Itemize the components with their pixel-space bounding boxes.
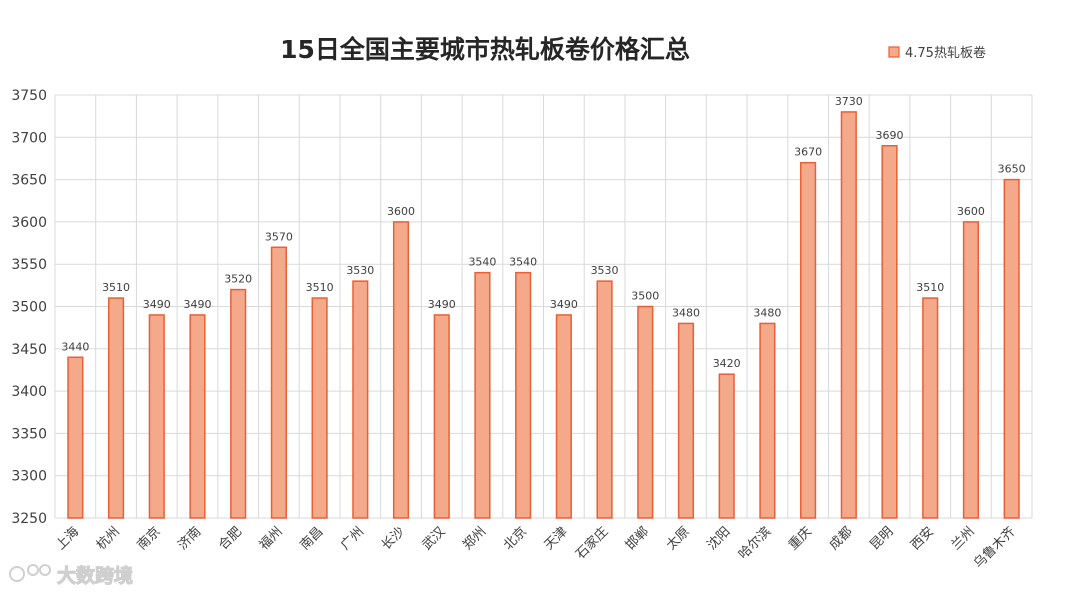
x-tick-label: 哈尔滨 xyxy=(735,524,774,563)
y-tick-label: 3300 xyxy=(11,469,47,485)
bar xyxy=(230,288,247,519)
bar xyxy=(840,111,857,519)
data-label: 3530 xyxy=(346,264,374,277)
data-label: 3440 xyxy=(61,340,89,353)
bar xyxy=(433,314,450,519)
x-tick-label: 合肥 xyxy=(216,524,245,553)
bar xyxy=(1003,178,1020,519)
x-tick-label: 邯郸 xyxy=(623,524,652,553)
x-tick-label: 南京 xyxy=(134,524,164,554)
bar xyxy=(677,322,695,519)
legend-swatch xyxy=(888,46,900,58)
bar xyxy=(352,280,369,519)
y-tick-label: 3400 xyxy=(11,384,47,400)
bar xyxy=(800,161,817,519)
gridlines xyxy=(54,94,1033,519)
data-label: 3510 xyxy=(306,281,334,294)
data-label: 3490 xyxy=(143,298,171,311)
bar xyxy=(637,305,654,519)
data-label: 3530 xyxy=(591,264,619,277)
bar xyxy=(759,322,776,519)
y-tick-label: 3350 xyxy=(11,426,47,442)
bar xyxy=(922,297,939,519)
x-tick-label: 昆明 xyxy=(867,524,896,553)
bar xyxy=(148,314,165,519)
x-tick-label: 上海 xyxy=(53,524,82,553)
bar xyxy=(474,271,491,519)
x-axis: 上海 杭州 南京 济南 合肥 福州 南昌 广州 长沙 武汉 郑州 北京 天津 石家庄 邯郸 太原 沈阳 哈尔滨 重庆… xyxy=(53,524,1018,572)
data-label: 3520 xyxy=(224,273,252,286)
legend: 4.75热轧板卷 xyxy=(888,45,986,61)
watermark-logo-icon xyxy=(9,564,51,582)
watermark: 大数跨境 xyxy=(9,564,134,588)
data-label: 3480 xyxy=(753,306,781,319)
x-tick-label: 乌鲁木齐 xyxy=(970,524,1018,572)
bar xyxy=(67,356,84,519)
x-tick-label: 西安 xyxy=(908,524,937,553)
data-label: 3540 xyxy=(509,256,537,269)
y-tick-label: 3750 xyxy=(11,88,47,104)
watermark-text: 大数跨境 xyxy=(57,564,133,587)
x-tick-label: 成都 xyxy=(827,524,856,553)
x-tick-label: 广州 xyxy=(338,524,367,553)
data-label: 3510 xyxy=(916,281,944,294)
x-tick-label: 北京 xyxy=(501,524,530,553)
y-tick-label: 3650 xyxy=(11,173,47,189)
data-label: 3600 xyxy=(387,205,415,218)
x-tick-label: 福州 xyxy=(257,524,286,553)
data-labels: 3440 3510 3490 3490 3520 3570 3510 3530 3600 3490… xyxy=(61,95,1025,370)
data-label: 3730 xyxy=(835,95,863,108)
bar xyxy=(107,297,125,519)
x-tick-label: 杭州 xyxy=(94,524,123,553)
data-label: 3600 xyxy=(957,205,985,218)
bar xyxy=(392,221,410,519)
x-tick-label: 天津 xyxy=(542,524,571,553)
bar xyxy=(962,221,980,519)
x-tick-label: 南昌 xyxy=(297,524,327,554)
x-tick-label: 重庆 xyxy=(785,524,815,554)
bar xyxy=(311,297,328,519)
data-label: 3490 xyxy=(550,298,578,311)
x-tick-label: 武汉 xyxy=(420,524,449,553)
y-tick-label: 3550 xyxy=(11,257,47,273)
y-tick-label: 3450 xyxy=(11,342,47,358)
y-axis: 3250 3300 3350 3400 3450 3500 3550 3600 3650 3700… xyxy=(11,88,47,527)
data-label: 3420 xyxy=(713,357,741,370)
y-tick-label: 3250 xyxy=(11,511,47,527)
x-tick-label: 沈阳 xyxy=(705,524,734,553)
data-label: 3540 xyxy=(468,256,496,269)
y-tick-label: 3700 xyxy=(11,130,47,146)
data-label: 3690 xyxy=(876,129,904,142)
x-tick-label: 石家庄 xyxy=(572,524,611,563)
bar xyxy=(555,314,572,519)
data-label: 3490 xyxy=(183,298,211,311)
bar xyxy=(515,271,532,519)
x-tick-label: 兰州 xyxy=(949,524,978,553)
x-tick-label: 郑州 xyxy=(460,524,489,553)
chart-title: 15日全国主要城市热轧板卷价格汇总 xyxy=(280,35,690,64)
bar xyxy=(189,314,206,519)
data-label: 3510 xyxy=(102,281,130,294)
bars xyxy=(67,111,1020,519)
data-label: 3500 xyxy=(631,290,659,303)
data-label: 3670 xyxy=(794,146,822,159)
data-label: 3490 xyxy=(428,298,456,311)
bar xyxy=(718,373,735,519)
y-tick-label: 3500 xyxy=(11,300,47,316)
bar xyxy=(881,145,898,519)
data-label: 3650 xyxy=(998,163,1026,176)
bar xyxy=(270,246,287,519)
x-tick-label: 太原 xyxy=(664,524,693,553)
x-tick-label: 长沙 xyxy=(379,524,408,553)
bar xyxy=(596,280,613,519)
data-label: 3480 xyxy=(672,306,700,319)
data-label: 3570 xyxy=(265,230,293,243)
x-tick-label: 济南 xyxy=(175,524,205,554)
y-tick-label: 3600 xyxy=(11,215,47,231)
legend-label: 4.75热轧板卷 xyxy=(905,45,986,61)
